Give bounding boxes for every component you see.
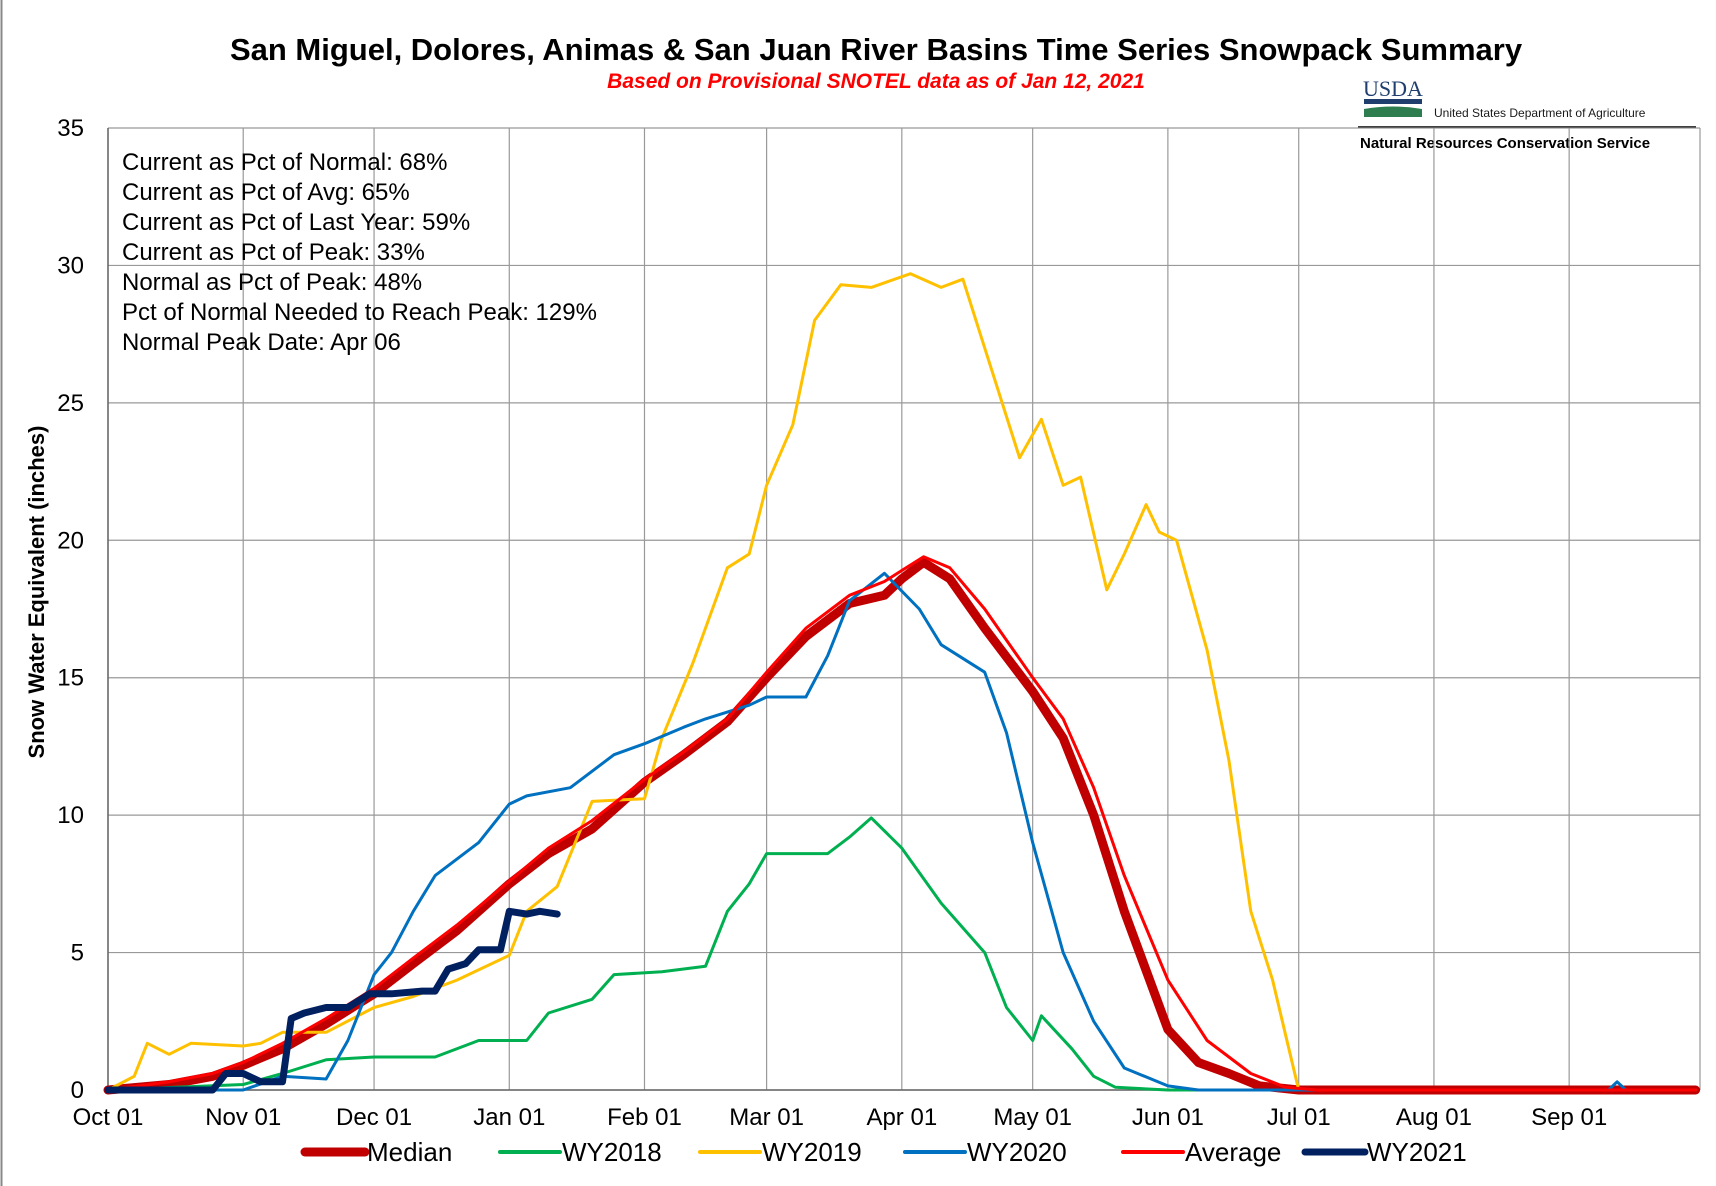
x-tick-label: Jun 01 bbox=[1132, 1104, 1204, 1131]
x-tick-label: Jul 01 bbox=[1267, 1104, 1331, 1131]
x-tick-label: Oct 01 bbox=[73, 1104, 144, 1131]
x-tick-label: Mar 01 bbox=[729, 1104, 804, 1131]
x-tick-label: Feb 01 bbox=[607, 1104, 682, 1131]
y-tick-label: 0 bbox=[71, 1077, 84, 1104]
legend-label-median: Median bbox=[367, 1137, 452, 1167]
x-tick-label: Apr 01 bbox=[866, 1104, 937, 1131]
stat-line: Normal Peak Date: Apr 06 bbox=[122, 329, 401, 356]
legend-label-wy2020: WY2020 bbox=[967, 1137, 1067, 1167]
y-tick-label: 35 bbox=[57, 115, 84, 142]
nrcs-label: Natural Resources Conservation Service bbox=[1360, 135, 1650, 152]
legend-label-wy2021: WY2021 bbox=[1367, 1137, 1467, 1167]
axis-labels: 0 5 10 15 20 25 30 35 Oct 01 Nov 01 Dec 01 Jan 01 Fe… bbox=[57, 115, 1607, 1131]
series-layer bbox=[103, 272, 1701, 1095]
stat-line: Current as Pct of Peak: 33% bbox=[122, 239, 425, 266]
x-tick-label: Jan 01 bbox=[473, 1104, 545, 1131]
y-tick-label: 20 bbox=[57, 527, 84, 554]
legend-label-average: Average bbox=[1185, 1137, 1281, 1167]
stat-line: Current as Pct of Last Year: 59% bbox=[122, 209, 470, 236]
x-tick-label: Sep 01 bbox=[1531, 1104, 1607, 1131]
y-axis-title: Snow Water Equivalent (inches) bbox=[24, 426, 49, 759]
usda-wordmark: USDA bbox=[1363, 76, 1423, 101]
x-tick-label: May 01 bbox=[993, 1104, 1072, 1131]
stat-line: Current as Pct of Normal: 68% bbox=[122, 149, 447, 176]
x-tick-label: Dec 01 bbox=[336, 1104, 412, 1131]
legend-label-wy2019: WY2019 bbox=[762, 1137, 862, 1167]
y-tick-label: 10 bbox=[57, 802, 84, 829]
stat-line: Normal as Pct of Peak: 48% bbox=[122, 269, 422, 296]
series-line-median bbox=[103, 557, 1701, 1095]
y-tick-label: 30 bbox=[57, 252, 84, 279]
usda-bar-blue bbox=[1364, 99, 1422, 104]
stats-panel: Current as Pct of Normal: 68% Current as … bbox=[122, 149, 597, 356]
chart-subtitle: Based on Provisional SNOTEL data as of J… bbox=[607, 70, 1145, 93]
usda-hills-icon bbox=[1364, 106, 1422, 117]
y-tick-label: 15 bbox=[57, 665, 84, 692]
y-tick-label: 25 bbox=[57, 390, 84, 417]
series-line-wy2018 bbox=[106, 816, 1698, 1092]
stat-line: Pct of Normal Needed to Reach Peak: 129% bbox=[122, 299, 597, 326]
gridlines bbox=[107, 127, 1701, 1091]
series-line-wy2021 bbox=[104, 907, 561, 1094]
x-tick-label: Aug 01 bbox=[1396, 1104, 1472, 1131]
usda-logo: USDA United States Department of Agricul… bbox=[1358, 76, 1696, 152]
stat-line: Current as Pct of Avg: 65% bbox=[122, 179, 410, 206]
x-tick-label: Nov 01 bbox=[205, 1104, 281, 1131]
y-tick-label: 5 bbox=[71, 940, 84, 967]
legend-label-wy2018: WY2018 bbox=[562, 1137, 662, 1167]
legend: Median WY2018 WY2019 WY2020 Average WY2021 bbox=[300, 1137, 1467, 1167]
chart-title: San Miguel, Dolores, Animas & San Juan R… bbox=[230, 32, 1523, 67]
usda-department: United States Department of Agriculture bbox=[1434, 106, 1646, 120]
series-line-wy2020 bbox=[106, 571, 1698, 1092]
